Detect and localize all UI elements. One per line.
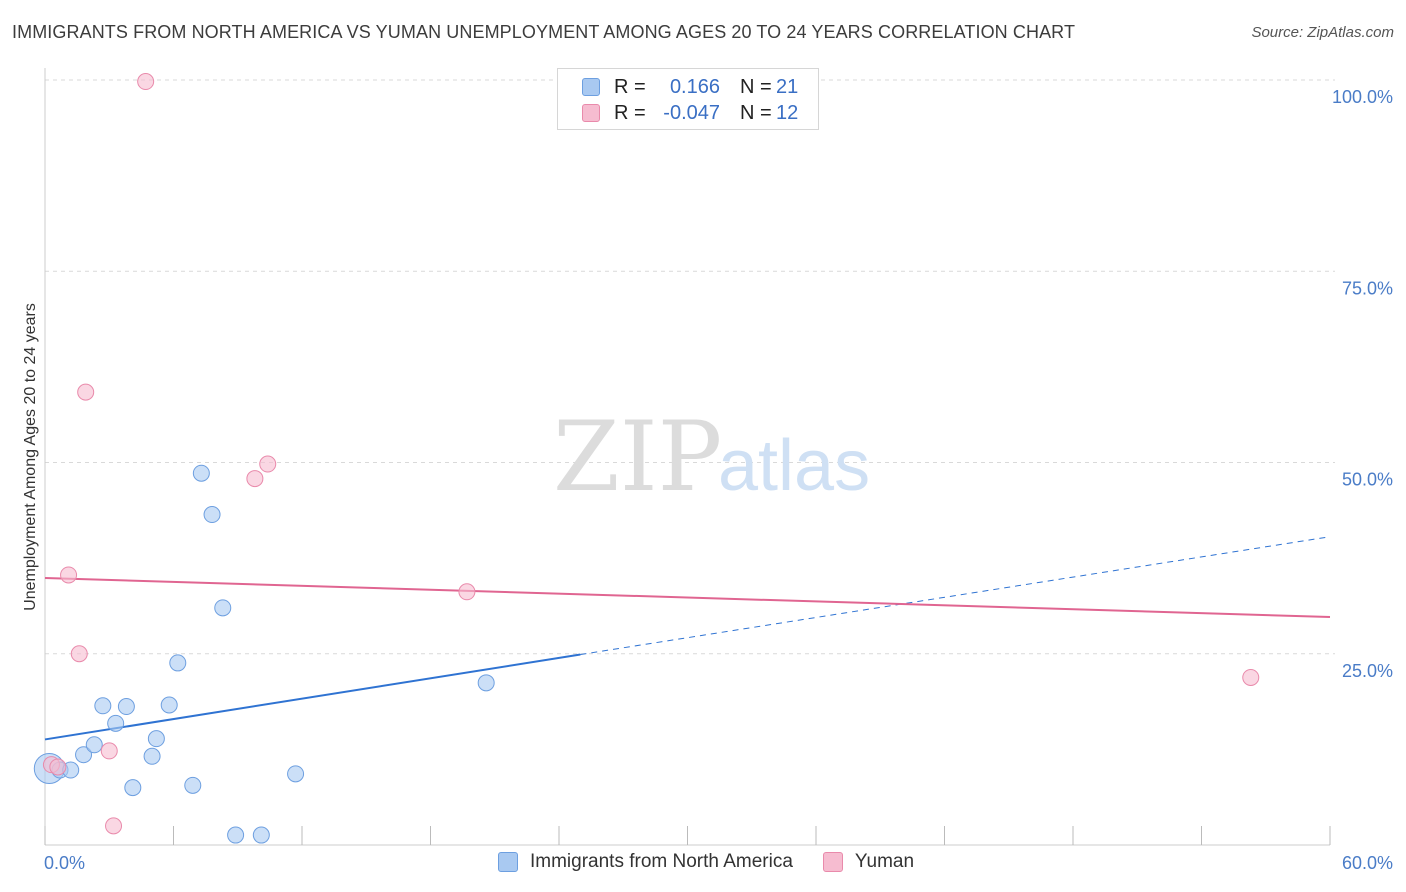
point-yuman — [1242, 668, 1260, 686]
x-tick-label: 60.0% — [1342, 853, 1393, 873]
point-immigrants — [107, 714, 125, 732]
point-immigrants — [252, 826, 270, 844]
series-legend: Immigrants from North America Yuman — [498, 851, 944, 873]
point-yuman — [70, 645, 88, 663]
legend-n-label: N = — [740, 101, 772, 124]
point-immigrants — [477, 674, 495, 692]
legend-row-yuman: R = -0.047 N = 12 — [582, 100, 798, 126]
y-tick-label: 75.0% — [1342, 278, 1393, 298]
x-tick-label: 0.0% — [44, 853, 85, 873]
source-credit: Source: ZipAtlas.com — [1251, 24, 1394, 41]
point-yuman — [49, 758, 67, 776]
point-immigrants — [227, 826, 245, 844]
point-yuman — [137, 73, 155, 91]
point-immigrants — [124, 779, 142, 797]
point-immigrants — [203, 506, 221, 524]
legend-row-immigrants: R = 0.166 N = 21 — [582, 74, 798, 100]
point-immigrants — [117, 698, 135, 716]
trend-line-immigrants — [44, 653, 581, 741]
y-axis-label: Unemployment Among Ages 20 to 24 years — [22, 303, 39, 611]
chart-title: IMMIGRANTS FROM NORTH AMERICA VS YUMAN U… — [12, 22, 1076, 42]
trend-line-yuman — [44, 577, 1331, 619]
series-name-immigrants: Immigrants from North America — [530, 851, 793, 872]
point-immigrants — [94, 697, 112, 715]
legend-n-value: 21 — [776, 75, 799, 98]
y-tick-label: 25.0% — [1342, 661, 1393, 681]
legend-r-label: R = — [614, 75, 646, 98]
point-immigrants — [160, 696, 178, 714]
point-immigrants — [169, 654, 187, 672]
series-swatch-pink — [822, 852, 843, 872]
watermark: ZIP atlas — [553, 401, 870, 513]
legend-n-label: N = — [740, 75, 772, 98]
legend-swatch-blue — [582, 78, 600, 96]
point-yuman — [77, 383, 95, 401]
series-swatch-blue — [498, 852, 518, 872]
point-immigrants — [147, 730, 165, 748]
tick-labels: 25.0% 50.0% 75.0% 100.0% 0.0% 60.0% — [44, 87, 1393, 873]
series-name-yuman: Yuman — [854, 851, 915, 872]
stats-legend: R = 0.166 N = 21 R = -0.047 N = 12 — [557, 68, 819, 130]
point-immigrants — [184, 776, 202, 794]
watermark-zip: ZIP — [553, 401, 722, 513]
legend-n-value: 12 — [776, 101, 799, 124]
point-immigrants — [143, 747, 161, 765]
grid-lines — [45, 79, 1335, 655]
legend-r-value: 0.166 — [669, 75, 720, 98]
point-yuman — [60, 566, 78, 584]
y-tick-label: 100.0% — [1332, 87, 1393, 107]
point-immigrants — [85, 736, 103, 754]
series-legend-item-yuman: Yuman — [822, 851, 915, 873]
series-legend-item-immigrants: Immigrants from North America — [498, 851, 793, 873]
point-yuman — [100, 742, 118, 760]
axes — [44, 68, 1331, 846]
point-yuman — [259, 455, 277, 473]
point-immigrants — [214, 599, 232, 617]
point-yuman — [458, 583, 476, 601]
point-immigrants — [192, 464, 210, 482]
point-immigrants — [75, 746, 93, 764]
trend-line-immigrants-extension — [580, 536, 1331, 656]
watermark-atlas: atlas — [718, 426, 870, 506]
point-yuman — [105, 817, 123, 835]
data-points — [33, 73, 1260, 844]
trend-lines — [44, 536, 1331, 741]
point-immigrants — [287, 765, 305, 783]
legend-r-label: R = — [614, 101, 646, 124]
legend-r-value: -0.047 — [663, 101, 720, 124]
y-tick-label: 50.0% — [1342, 470, 1393, 490]
point-yuman — [246, 470, 264, 488]
legend-swatch-pink — [582, 104, 600, 122]
